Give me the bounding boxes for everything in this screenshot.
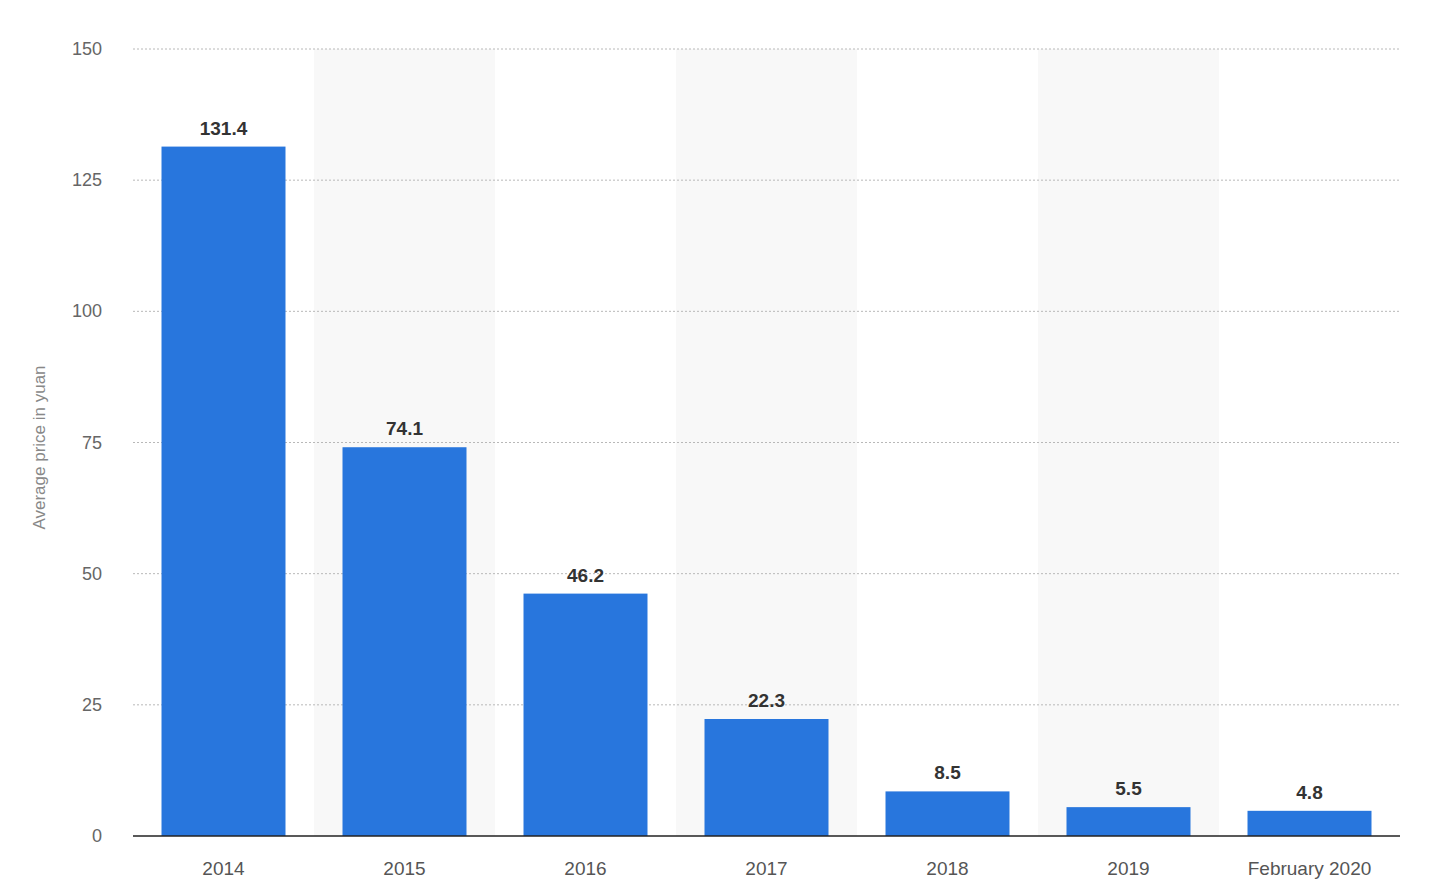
y-tick-label: 125 [72,170,102,190]
data-label: 4.8 [1296,782,1322,803]
grid-group [133,49,1400,705]
y-axis-title: Average price in yuan [30,365,49,529]
grid-line [133,573,1400,574]
bar [343,447,467,836]
data-label: 74.1 [386,418,423,439]
y-tick-label: 50 [82,564,102,584]
x-tick-label: 2015 [383,858,425,879]
grid-line [133,442,1400,443]
grid-line [133,180,1400,181]
bar [1248,811,1372,836]
x-tick-label: 2016 [564,858,606,879]
y-tick-label: 100 [72,301,102,321]
data-label: 131.4 [200,118,248,139]
y-tick-label: 150 [72,39,102,59]
bar [524,594,648,836]
x-tick-label: 2018 [926,858,968,879]
bars-group [162,147,1372,836]
grid-line [133,311,1400,312]
x-tick-label: 2014 [202,858,245,879]
x-tick-label: 2019 [1107,858,1149,879]
y-tick-label: 75 [82,433,102,453]
grid-line [133,49,1400,50]
bar [705,719,829,836]
data-label: 22.3 [748,690,785,711]
x-tick-label: 2017 [745,858,787,879]
y-tick-label: 0 [92,826,102,846]
bar [162,147,286,836]
x-axis-line [133,835,1400,837]
bar [1067,807,1191,836]
data-label: 8.5 [934,762,961,783]
x-tick-label: February 2020 [1248,858,1372,879]
bar [886,791,1010,836]
y-tick-label: 25 [82,695,102,715]
page: {"chart_data": {"type": "bar", "y_label"… [0,0,1432,894]
data-label: 46.2 [567,565,604,586]
chart-container: 0 25 50 75 100 125 150 131.4 74.1 46.2 22.3 8.5 5.5 4… [0,0,1432,894]
data-label: 5.5 [1115,778,1142,799]
chart-svg: 0 25 50 75 100 125 150 131.4 74.1 46.2 22.3 8.5 5.5 4… [0,0,1432,894]
